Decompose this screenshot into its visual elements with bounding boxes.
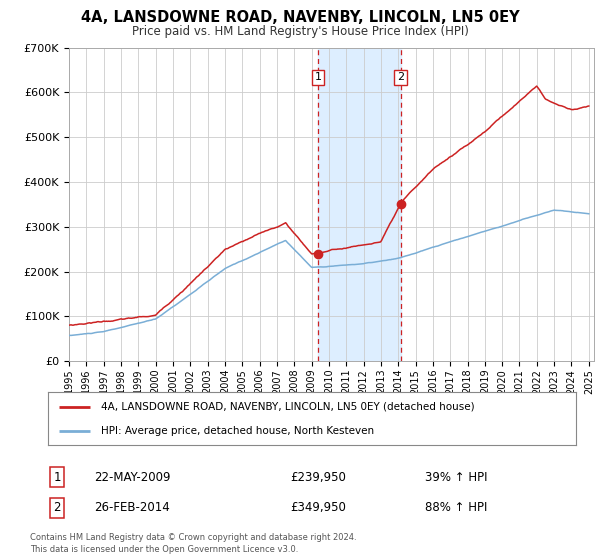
Text: 22-MAY-2009: 22-MAY-2009 [94,470,170,484]
Text: 2: 2 [397,72,404,82]
Bar [318,48,401,361]
Text: HPI: Average price, detached house, North Kesteven: HPI: Average price, detached house, Nort… [101,426,374,436]
Text: 4A, LANSDOWNE ROAD, NAVENBY, LINCOLN, LN5 0EY: 4A, LANSDOWNE ROAD, NAVENBY, LINCOLN, LN… [80,10,520,25]
Text: £349,950: £349,950 [290,501,346,515]
Text: 1: 1 [314,72,322,82]
Text: This data is licensed under the Open Government Licence v3.0.: This data is licensed under the Open Gov… [30,545,298,554]
Text: 88% ↑ HPI: 88% ↑ HPI [425,501,487,515]
Text: 39% ↑ HPI: 39% ↑ HPI [425,470,487,484]
Text: Price paid vs. HM Land Registry's House Price Index (HPI): Price paid vs. HM Land Registry's House … [131,25,469,38]
Text: Contains HM Land Registry data © Crown copyright and database right 2024.: Contains HM Land Registry data © Crown c… [30,533,356,542]
Text: 26-FEB-2014: 26-FEB-2014 [94,501,170,515]
Text: £239,950: £239,950 [290,470,346,484]
Text: 4A, LANSDOWNE ROAD, NAVENBY, LINCOLN, LN5 0EY (detached house): 4A, LANSDOWNE ROAD, NAVENBY, LINCOLN, LN… [101,402,475,412]
Text: 2: 2 [53,501,61,515]
Text: 1: 1 [53,470,61,484]
